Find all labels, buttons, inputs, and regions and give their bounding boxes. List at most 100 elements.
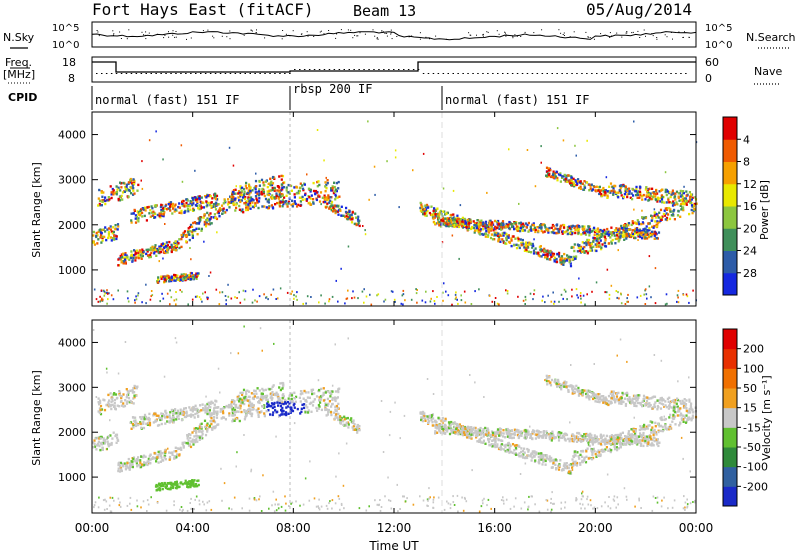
ground-scatter-cell — [627, 300, 629, 303]
scatter-cell — [182, 231, 185, 234]
scatter-cell — [194, 204, 197, 207]
scatter-cell — [191, 438, 194, 441]
scatter-cell — [301, 187, 305, 190]
scatter-cell — [540, 255, 543, 258]
scatter-cell — [200, 229, 203, 232]
speckle-cell — [362, 225, 364, 227]
scatter-cell — [613, 234, 616, 237]
ground-scatter-cell — [571, 295, 573, 298]
scatter-cell — [330, 411, 333, 414]
speckle-cell — [574, 144, 576, 147]
scatter-cell — [537, 229, 540, 232]
noise-dot — [429, 38, 430, 40]
scatter-cell — [168, 201, 171, 205]
nave-dot — [204, 73, 207, 74]
scatter-cell — [307, 409, 310, 412]
nave-dot — [175, 73, 177, 74]
scatter-cell — [119, 254, 122, 258]
ground-scatter-cell — [161, 292, 163, 295]
noise-dot — [684, 31, 685, 33]
scatter-cell — [196, 435, 199, 438]
scatter-cell — [601, 194, 604, 197]
scatter-cell — [424, 204, 427, 207]
scatter-cell — [346, 421, 349, 424]
ground-scatter-cell — [265, 296, 267, 299]
scatter-cell — [318, 200, 322, 203]
scatter-cell — [208, 409, 211, 412]
ground-scatter-cell — [618, 297, 620, 300]
scatter-cell — [478, 440, 481, 443]
scatter-cell — [284, 398, 287, 402]
scatter-cell — [303, 183, 306, 186]
scatter-cell — [320, 397, 323, 400]
scatter-cell — [195, 277, 198, 280]
scatter-cell — [244, 390, 248, 393]
scatter-cell — [658, 190, 661, 193]
scatter-cell — [161, 458, 164, 462]
ground-scatter-cell — [102, 298, 104, 301]
ground-scatter-cell — [616, 296, 618, 299]
scatter-cell — [128, 467, 131, 470]
scatter-cell — [118, 463, 121, 466]
scatter-cell — [170, 276, 173, 279]
scatter-cell — [157, 450, 160, 454]
noise-dot — [670, 32, 672, 33]
scatter-cell — [329, 205, 332, 208]
scatter-cell — [592, 236, 595, 240]
scatter-cell — [556, 227, 559, 231]
scatter-cell — [500, 226, 503, 229]
scatter-cell — [196, 427, 200, 430]
scatter-cell — [541, 456, 544, 459]
scatter-cell — [110, 193, 113, 196]
scatter-cell — [138, 212, 141, 215]
scatter-cell — [457, 221, 460, 225]
scatter-cell — [232, 198, 235, 201]
scatter-cell — [639, 193, 642, 197]
scatter-cell — [446, 217, 450, 220]
scatter-cell — [425, 214, 428, 217]
scatter-cell — [680, 208, 683, 211]
scatter-cell — [181, 202, 184, 205]
scatter-cell — [192, 221, 195, 225]
scatter-cell — [622, 195, 625, 199]
scatter-cell — [598, 230, 601, 233]
scatter-cell — [133, 254, 136, 257]
scatter-cell — [500, 228, 503, 231]
scatter-cell — [101, 239, 104, 242]
scatter-cell — [458, 423, 461, 426]
nave-dot — [383, 69, 385, 70]
scatter-cell — [149, 462, 152, 465]
noise-dot — [682, 36, 684, 38]
scatter-cell — [299, 393, 302, 396]
scatter-cell — [214, 426, 217, 429]
nave-dot — [150, 73, 152, 74]
noise-dot — [98, 35, 100, 37]
scatter-cell — [271, 406, 274, 410]
scatter-cell — [353, 222, 356, 226]
scatter-cell — [328, 391, 331, 395]
scatter-cell — [258, 179, 261, 183]
noise-dot — [419, 38, 421, 40]
scatter-cell — [430, 213, 433, 217]
scatter-cell — [293, 402, 296, 405]
scatter-cell — [574, 231, 577, 235]
scatter-cell — [248, 193, 251, 196]
scatter-cell — [231, 410, 234, 413]
scatter-cell — [291, 205, 294, 208]
scatter-cell — [599, 239, 602, 242]
scatter-cell — [550, 255, 553, 259]
noise-dot — [512, 36, 514, 37]
nsearch-label: N.Search — [746, 31, 796, 44]
scatter-cell — [333, 185, 336, 189]
scatter-cell — [352, 419, 355, 422]
noise-dot — [514, 34, 516, 36]
scatter-cell — [116, 188, 119, 191]
ground-scatter-cell — [270, 293, 272, 296]
scatter-cell — [134, 460, 137, 463]
scatter-cell — [282, 402, 285, 406]
scatter-cell — [477, 229, 480, 232]
scatter-cell — [356, 429, 359, 432]
scatter-cell — [615, 234, 619, 237]
scatter-cell — [109, 443, 112, 446]
scatter-cell — [336, 412, 339, 416]
